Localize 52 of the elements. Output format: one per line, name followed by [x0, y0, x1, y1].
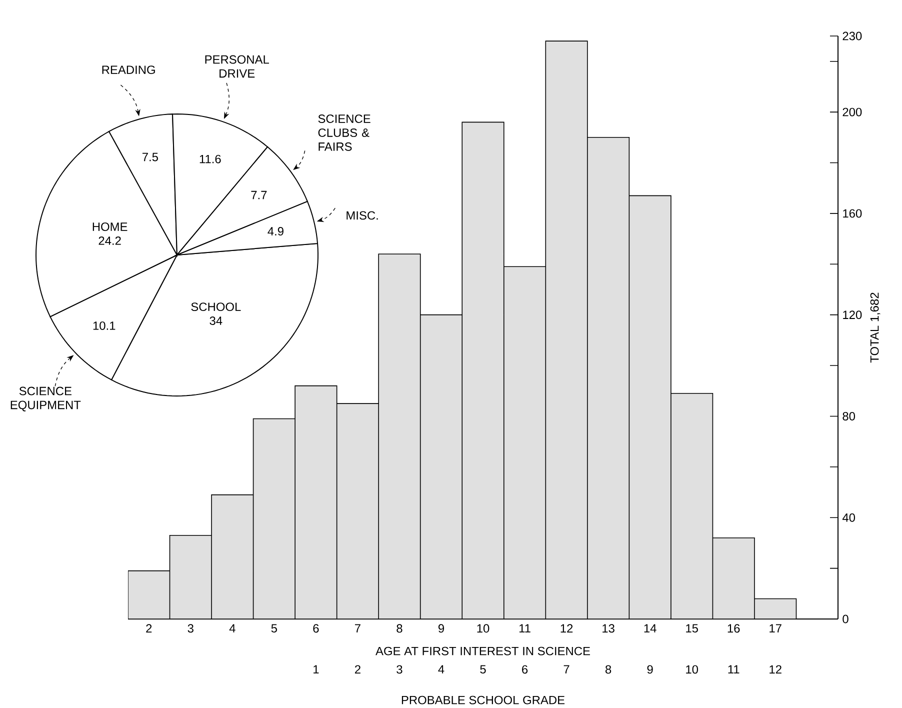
x2-tick-label: 3	[396, 665, 402, 674]
x-tick-label: 7	[354, 624, 360, 632]
y-tick-label: 230	[842, 32, 862, 40]
x2-axis-title: PROBABLE SCHOOL GRADE	[402, 696, 565, 704]
x-tick-label: 5	[271, 624, 277, 632]
x2-tick-label: 9	[647, 665, 653, 674]
slice-label: PERSONAL DRIVE	[205, 55, 270, 78]
x2-tick-label: 10	[686, 665, 698, 674]
y-tick-label: 120	[843, 310, 862, 319]
x-tick-label: 10	[477, 624, 490, 633]
x-tick-label: 11	[519, 624, 530, 632]
data-label: 11.6	[200, 154, 221, 164]
x-tick-label: 16	[728, 624, 740, 633]
x2-tick-label: 1	[314, 665, 319, 674]
slice-label: HOME	[92, 222, 128, 231]
slice-label: READING	[102, 65, 155, 74]
slice-label: SCHOOL	[191, 302, 241, 311]
x-tick-label: 15	[686, 624, 698, 632]
data-label: 7.5	[142, 152, 158, 162]
data-label: 4.9	[268, 226, 284, 236]
x2-tick-label: 8	[605, 665, 612, 674]
legend-label: MISC.	[346, 211, 378, 220]
x2-tick-label: 4	[438, 665, 444, 674]
x2-tick-label: 11	[728, 665, 740, 674]
x-tick-label: 12	[560, 624, 573, 632]
x2-tick-label: 6	[522, 665, 528, 674]
x-tick-label: 13	[602, 624, 614, 633]
y-tick-label: 0	[842, 614, 848, 624]
x-tick-label: 8	[396, 624, 402, 633]
x-tick-label: 4	[229, 624, 236, 632]
x-axis-title: AGE AT FIRST INTEREST IN SCIENCE	[376, 646, 590, 656]
x-tick-label: 9	[438, 624, 444, 633]
data-label: 10.1	[93, 321, 116, 330]
x-tick-label: 17	[770, 624, 782, 632]
x-tick-label: 14	[644, 624, 656, 632]
data-label: 24.2	[98, 236, 121, 245]
y-axis-title: TOTAL 1,682	[870, 292, 880, 362]
x2-tick-label: 2	[354, 665, 360, 674]
y-tick-label: 80	[842, 412, 856, 420]
x2-tick-label: 12	[770, 665, 782, 674]
data-label: 7.7	[251, 190, 267, 200]
x2-tick-label: 5	[480, 665, 486, 674]
x-tick-label: 3	[188, 624, 194, 633]
slice-label: SCIENCE EQUIPMENT	[10, 386, 81, 412]
y-tick-label: 40	[842, 513, 856, 522]
data-label: 34	[210, 316, 222, 325]
slice-label: SCIENCE CLUBS & FAIRS	[318, 114, 370, 151]
x-tick-label: 6	[313, 624, 319, 633]
x-tick-label: 2	[146, 624, 152, 632]
y-tick-label: 160	[843, 209, 862, 218]
x2-tick-label: 7	[564, 665, 570, 674]
y-tick-label: 200	[842, 108, 862, 116]
